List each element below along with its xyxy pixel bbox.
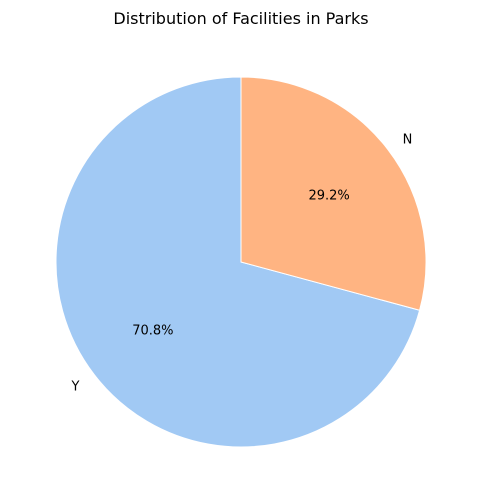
pie-slice-y xyxy=(55,76,421,448)
slice-percent-y: 70.8% xyxy=(132,323,173,338)
pie-labels: Y 70.8% N 29.2% xyxy=(70,132,412,394)
slice-percent-n: 29.2% xyxy=(308,189,349,204)
pie-slices xyxy=(55,76,427,448)
slice-label-y: Y xyxy=(70,380,79,395)
slice-label-n: N xyxy=(403,132,413,147)
chart-title: Distribution of Facilities in Parks xyxy=(113,9,368,28)
pie-slice-n xyxy=(240,76,427,311)
